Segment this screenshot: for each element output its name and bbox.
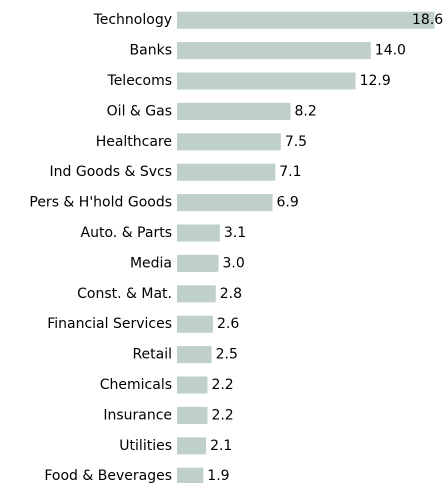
value-label: 7.5	[285, 134, 307, 150]
bar	[177, 42, 371, 60]
category-label: Media	[130, 255, 172, 271]
category-label: Technology	[93, 12, 172, 28]
category-label: Food & Beverages	[44, 468, 172, 483]
category-label: Healthcare	[96, 134, 172, 150]
value-label: 1.9	[207, 468, 229, 483]
category-label: Chemicals	[100, 377, 172, 393]
bar	[177, 224, 220, 242]
value-label: 18.6	[412, 12, 443, 28]
value-label: 2.8	[220, 286, 242, 302]
bar	[177, 11, 435, 29]
value-label: 2.2	[211, 407, 233, 423]
bar	[177, 133, 281, 151]
bar	[177, 285, 216, 303]
category-label: Telecoms	[107, 73, 172, 89]
bar	[177, 254, 219, 272]
value-label: 2.5	[216, 347, 238, 363]
bar	[177, 194, 273, 212]
category-label: Ind Goods & Svcs	[50, 164, 172, 180]
category-label: Retail	[132, 347, 172, 363]
value-label: 8.2	[295, 103, 317, 119]
bar	[177, 437, 207, 455]
bar	[177, 406, 208, 424]
bar	[177, 346, 212, 364]
bar	[177, 102, 291, 120]
value-label: 2.1	[210, 438, 232, 454]
category-label: Oil & Gas	[107, 103, 172, 119]
category-label: Const. & Mat.	[77, 286, 172, 302]
bar	[177, 72, 356, 90]
value-label: 14.0	[375, 43, 406, 59]
value-label: 3.1	[224, 225, 246, 241]
value-label: 12.9	[360, 73, 391, 89]
category-label: Insurance	[103, 407, 172, 423]
category-label: Auto. & Parts	[81, 225, 172, 241]
bar	[177, 315, 213, 333]
category-label: Financial Services	[47, 316, 172, 332]
value-label: 2.6	[217, 316, 239, 332]
category-label: Banks	[130, 43, 172, 59]
bar	[177, 467, 204, 483]
category-label: Utilities	[119, 438, 172, 454]
value-label: 3.0	[223, 255, 245, 271]
bar	[177, 376, 208, 394]
value-label: 6.9	[277, 195, 299, 211]
value-label: 2.2	[211, 377, 233, 393]
category-label: Pers & H'hold Goods	[29, 195, 172, 211]
value-label: 7.1	[279, 164, 301, 180]
bar	[177, 163, 276, 181]
